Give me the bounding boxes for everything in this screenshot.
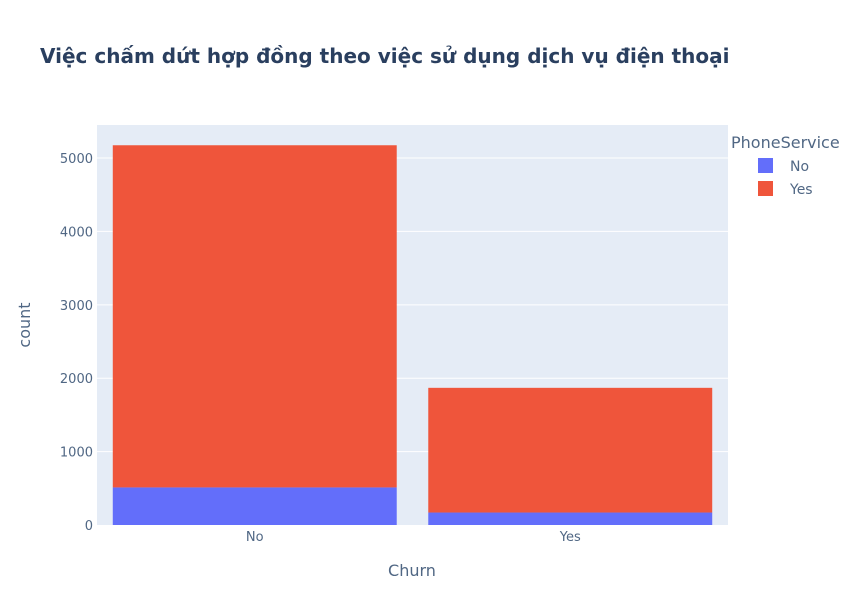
x-tick-labels: No Yes [246,530,581,545]
legend: PhoneService No Yes [731,133,840,198]
bar-yes-series-0 [428,512,713,525]
y-tick-labels: 0 1000 2000 3000 4000 5000 [60,152,93,534]
legend-swatch [758,158,773,173]
bars [112,145,713,525]
y-tick-label: 5000 [60,152,93,167]
bar-no-series-0 [112,487,397,525]
legend-label: No [790,159,809,175]
x-axis-title: Churn [388,561,436,580]
y-axis-title: count [15,302,34,347]
y-tick-label: 4000 [60,225,93,240]
chart-title: Việc chấm dứt hợp đồng theo việc sử dụng… [40,44,729,68]
x-tick-label: Yes [559,530,581,545]
x-tick-label: No [246,530,264,545]
legend-swatch [758,181,773,196]
y-tick-label: 0 [85,519,93,534]
legend-title: PhoneService [731,133,840,152]
y-tick-label: 1000 [60,446,93,461]
y-tick-label: 3000 [60,299,93,314]
bar-yes-series-1 [428,387,713,513]
y-tick-label: 2000 [60,372,93,387]
bar-no-series-1 [112,145,397,488]
legend-label: Yes [789,182,813,198]
